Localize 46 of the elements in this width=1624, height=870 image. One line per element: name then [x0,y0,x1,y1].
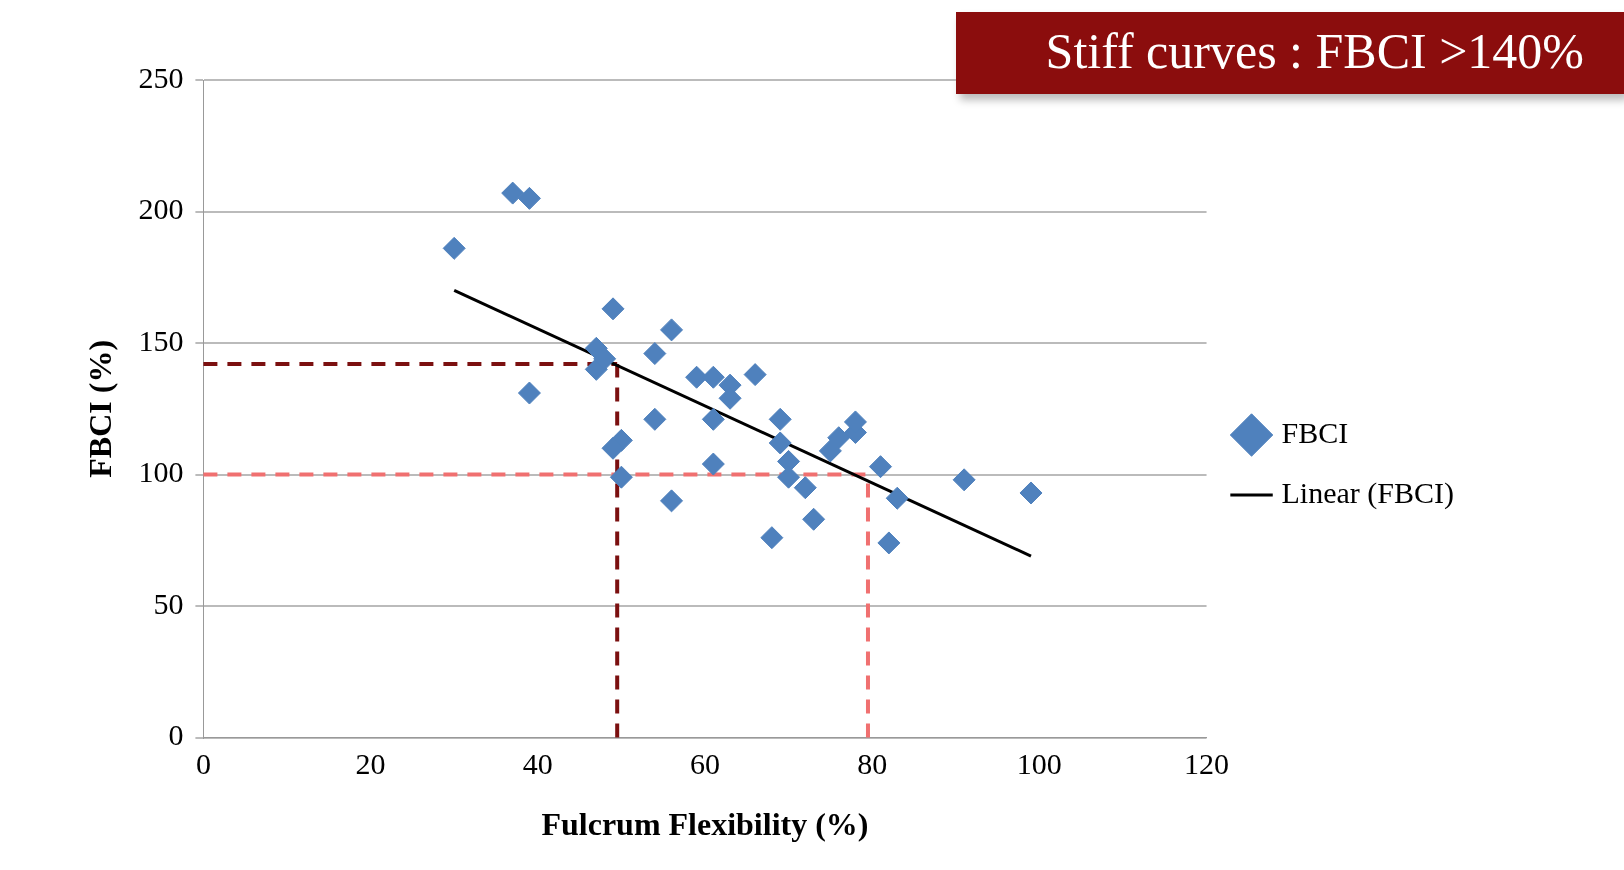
point [660,318,684,342]
x-tick-label: 80 [857,747,888,781]
point [701,365,725,389]
point [517,381,541,405]
y-axis-title: FBCI (%) [82,339,119,478]
point [760,526,784,550]
x-axis-title: Fulcrum Flexibility (%) [541,806,869,843]
point [952,468,976,492]
x-tick-label: 0 [195,747,211,781]
point [869,455,893,479]
point [701,452,725,476]
point [768,407,792,431]
point [743,363,767,387]
point [643,407,667,431]
point [818,439,842,463]
point [601,297,625,321]
legend-label: FBCI [1281,415,1349,449]
point [1019,481,1043,505]
point [701,407,725,431]
y-tick-label: 200 [138,192,184,226]
point [768,431,792,455]
point [517,186,541,210]
legend-label: Linear (FBCI) [1281,475,1455,510]
x-tick-label: 120 [1184,747,1230,781]
point [885,486,909,510]
point [660,489,684,513]
x-tick-label: 40 [522,747,553,781]
point [877,531,901,555]
point [442,236,466,260]
y-tick-label: 150 [138,323,184,357]
x-tick-label: 20 [355,747,386,781]
point [793,476,817,500]
point [609,465,633,489]
point [601,436,625,460]
point [802,507,826,531]
x-tick-label: 100 [1016,747,1062,781]
text: Stiff curves : FBCI >140% [955,12,1624,94]
x-tick-label: 60 [689,747,720,781]
y-tick-label: 250 [138,60,184,94]
y-tick-label: 50 [153,586,184,620]
point [827,426,851,450]
y-tick-label: 100 [138,455,184,489]
point [643,342,667,366]
y-tick-label: 0 [168,718,184,752]
point [501,181,525,205]
point [593,347,617,371]
